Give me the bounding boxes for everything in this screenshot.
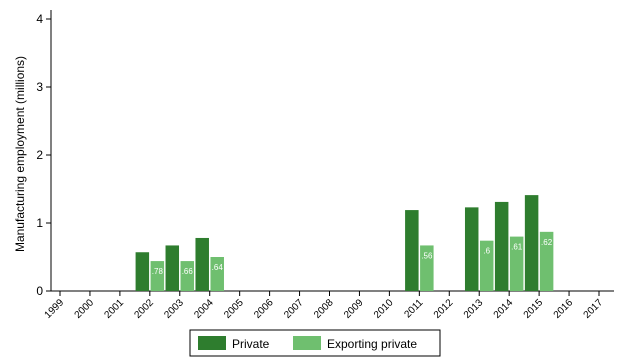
x-tick-label: 2007	[282, 297, 306, 321]
x-tick-label: 2012	[432, 297, 456, 321]
bar-value-label: .62	[541, 238, 553, 247]
bar-private	[405, 210, 419, 291]
y-axis-title: Manufacturing employment (millions)	[13, 56, 27, 252]
y-tick-label: 3	[36, 80, 43, 94]
x-tick-label: 2002	[132, 297, 156, 321]
bar-private	[464, 207, 479, 291]
x-tick-label: 2005	[222, 297, 246, 321]
bar-private	[195, 237, 209, 291]
bar-exporting-private	[539, 231, 554, 291]
bar-value-label: .78	[152, 267, 164, 276]
x-tick-label: 1999	[43, 297, 67, 321]
bar-value-label: .61	[511, 243, 523, 252]
bar-private	[135, 252, 150, 291]
x-tick-label: 2015	[522, 297, 546, 321]
bar-private	[524, 195, 539, 291]
x-tick-label: 2000	[73, 297, 97, 321]
bar-exporting-private	[479, 240, 494, 291]
bar-value-label: .56	[421, 251, 433, 260]
labels-layer: .78 .66 .64 .56 .6 .61 .62	[152, 238, 553, 276]
x-tick-label: 2003	[162, 297, 186, 321]
bar-exporting-private	[180, 261, 195, 291]
x-tick-label: 2004	[192, 297, 216, 321]
x-tick-label: 2006	[252, 297, 276, 321]
bar-exporting-private	[420, 245, 434, 291]
y-tick-label: 1	[36, 216, 43, 230]
legend-swatch	[293, 336, 321, 350]
bar-value-label: .6	[483, 247, 490, 256]
legend-label: Exporting private	[327, 337, 417, 351]
bar-exporting-private	[509, 236, 524, 291]
y-tick-label: 4	[36, 12, 43, 26]
x-tick-label: 2001	[102, 297, 126, 321]
x-tick-label: 2011	[402, 297, 425, 320]
x-tick-label: 2009	[342, 297, 366, 321]
x-tick-label: 2017	[582, 297, 606, 321]
bar-exporting-private	[150, 261, 165, 291]
legend-swatch	[198, 336, 226, 350]
x-tick-label: 2014	[492, 297, 516, 321]
bar-private	[494, 201, 509, 291]
x-tick-label: 2016	[552, 297, 576, 321]
bar-value-label: .66	[182, 267, 194, 276]
bar-private	[165, 245, 180, 291]
bar-value-label: .64	[212, 263, 224, 272]
legend: Private Exporting private	[189, 329, 441, 357]
x-tick-label: 2013	[462, 297, 486, 321]
x-tick-label: 2008	[312, 297, 336, 321]
legend-label: Private	[232, 337, 270, 351]
bars-layer	[135, 195, 554, 291]
x-tick-label: 2010	[372, 297, 396, 321]
y-tick-label: 2	[36, 148, 43, 162]
bar-exporting-private	[210, 257, 224, 291]
y-tick-label: 0	[36, 284, 43, 298]
